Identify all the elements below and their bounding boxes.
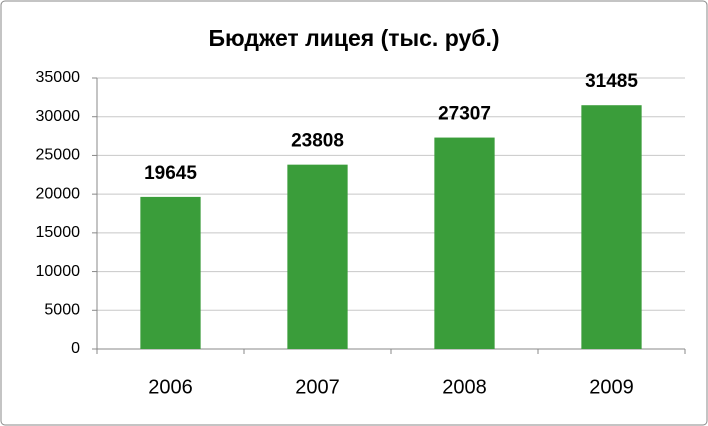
x-tick-label: 2006 [148,376,193,398]
bar [581,105,642,349]
y-tick-label: 30000 [36,108,81,125]
x-tick-label: 2007 [295,376,340,398]
chart-title: Бюджет лицея (тыс. руб.) [208,25,499,51]
y-tick-label: 5000 [44,302,80,319]
x-tick-label: 2008 [442,376,487,398]
data-label: 23808 [291,131,344,152]
x-tick-label: 2009 [589,376,634,398]
y-tick-label: 25000 [36,147,81,164]
data-label: 19645 [144,163,197,184]
bar [434,137,495,349]
y-tick-label: 15000 [36,224,81,241]
data-label: 27307 [438,104,491,125]
y-tick-label: 10000 [36,263,81,280]
y-tick-label: 0 [71,340,80,357]
y-tick-label: 20000 [36,185,81,202]
bar [287,164,348,349]
bar [140,196,201,349]
y-tick-label: 35000 [36,69,81,86]
data-label: 31485 [585,71,638,92]
